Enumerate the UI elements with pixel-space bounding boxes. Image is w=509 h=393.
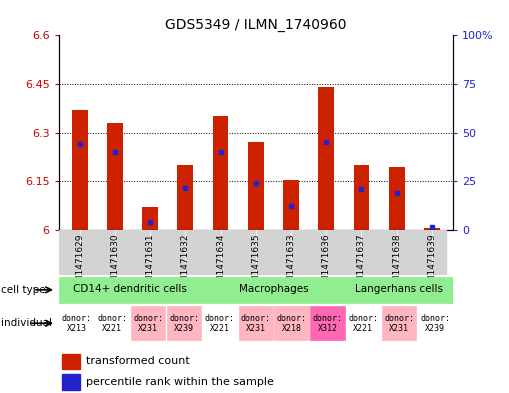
Bar — [213, 116, 229, 230]
Bar — [389, 167, 405, 230]
Bar — [167, 306, 201, 340]
Text: GSM1471630: GSM1471630 — [110, 233, 120, 294]
Bar — [203, 306, 237, 340]
Text: Macrophages: Macrophages — [239, 284, 308, 294]
Bar — [59, 306, 94, 340]
Text: donor:
X218: donor: X218 — [276, 314, 306, 333]
Text: donor:
X239: donor: X239 — [169, 314, 199, 333]
Bar — [382, 306, 416, 340]
Bar — [63, 375, 80, 389]
Text: GSM1471637: GSM1471637 — [357, 233, 366, 294]
Bar — [346, 306, 381, 340]
Text: donor:
X239: donor: X239 — [420, 314, 450, 333]
Text: donor:
X221: donor: X221 — [348, 314, 378, 333]
Bar — [418, 306, 453, 340]
Bar — [142, 207, 158, 230]
Text: GSM1471632: GSM1471632 — [181, 233, 190, 294]
Bar — [59, 277, 202, 303]
Bar — [346, 277, 453, 303]
Bar — [202, 277, 346, 303]
Bar — [354, 165, 370, 230]
Bar — [283, 180, 299, 230]
Bar — [239, 306, 273, 340]
Text: donor:
X231: donor: X231 — [384, 314, 414, 333]
Text: GSM1471635: GSM1471635 — [251, 233, 260, 294]
Text: Langerhans cells: Langerhans cells — [355, 284, 443, 294]
Bar — [310, 306, 345, 340]
Bar — [63, 354, 80, 369]
Text: GSM1471636: GSM1471636 — [322, 233, 331, 294]
Text: donor:
X312: donor: X312 — [313, 314, 343, 333]
Bar — [107, 123, 123, 230]
Text: donor:
X231: donor: X231 — [133, 314, 163, 333]
Text: GSM1471639: GSM1471639 — [428, 233, 436, 294]
Bar — [424, 228, 440, 230]
Bar — [72, 110, 88, 230]
Bar — [248, 142, 264, 230]
Bar — [131, 306, 165, 340]
Text: donor:
X221: donor: X221 — [97, 314, 127, 333]
Bar — [178, 165, 193, 230]
Text: GSM1471629: GSM1471629 — [75, 233, 84, 294]
Text: percentile rank within the sample: percentile rank within the sample — [86, 377, 274, 387]
Text: cell type: cell type — [1, 285, 46, 295]
Text: GSM1471633: GSM1471633 — [287, 233, 296, 294]
Text: donor:
X231: donor: X231 — [241, 314, 271, 333]
Text: transformed count: transformed count — [86, 356, 190, 366]
Text: donor:
X213: donor: X213 — [62, 314, 92, 333]
Bar — [95, 306, 129, 340]
Text: GSM1471638: GSM1471638 — [392, 233, 401, 294]
Text: donor:
X221: donor: X221 — [205, 314, 235, 333]
Title: GDS5349 / ILMN_1740960: GDS5349 / ILMN_1740960 — [165, 18, 347, 31]
Text: GSM1471634: GSM1471634 — [216, 233, 225, 294]
Text: GSM1471631: GSM1471631 — [146, 233, 155, 294]
Bar — [274, 306, 309, 340]
Text: individual: individual — [1, 318, 52, 328]
Bar — [318, 87, 334, 230]
Text: CD14+ dendritic cells: CD14+ dendritic cells — [73, 284, 187, 294]
